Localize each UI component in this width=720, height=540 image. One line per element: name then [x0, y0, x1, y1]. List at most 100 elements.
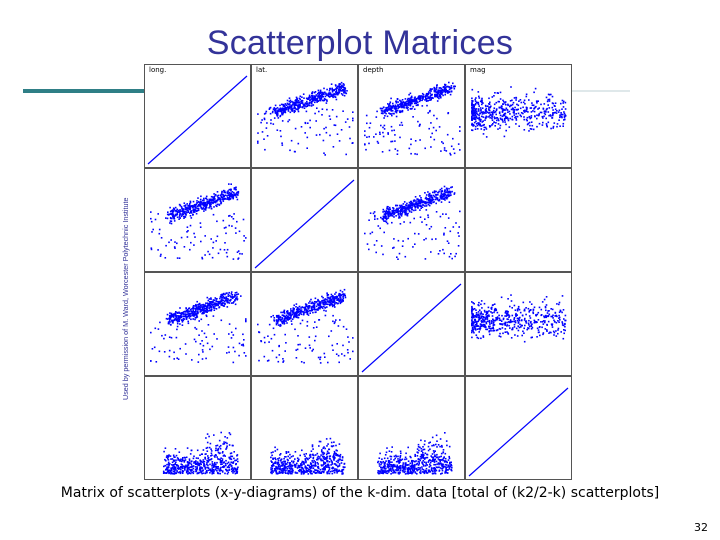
data-point [281, 120, 284, 122]
data-point [205, 314, 208, 317]
data-point [472, 106, 475, 108]
data-point [328, 96, 331, 98]
data-point [279, 459, 282, 462]
data-point [369, 232, 372, 235]
data-point [477, 123, 480, 126]
data-point [373, 136, 375, 138]
data-point [203, 463, 205, 465]
data-point [236, 251, 239, 253]
data-point [280, 111, 283, 113]
data-point [438, 126, 441, 128]
data-point [342, 344, 344, 347]
data-point [335, 85, 337, 87]
data-point [176, 315, 179, 317]
data-point [526, 116, 529, 119]
data-point [502, 121, 504, 123]
data-point [415, 202, 417, 205]
data-point [212, 213, 215, 216]
data-point [532, 104, 535, 107]
data-point [530, 115, 533, 117]
data-point [275, 470, 277, 473]
data-point [215, 447, 217, 450]
data-point [187, 473, 189, 475]
data-point [206, 204, 208, 206]
data-point [337, 302, 339, 305]
data-point [303, 361, 305, 364]
data-point [331, 298, 333, 301]
data-point [414, 232, 416, 235]
data-point [186, 231, 188, 233]
data-point [212, 468, 215, 471]
data-point [170, 472, 172, 475]
data-point [539, 111, 542, 114]
data-point [330, 330, 333, 332]
data-point [321, 307, 324, 309]
data-point [408, 147, 411, 150]
data-point [395, 111, 398, 114]
data-point [289, 99, 292, 102]
data-point [312, 348, 314, 351]
data-point [202, 303, 205, 306]
data-point [397, 211, 399, 214]
data-point [516, 108, 518, 111]
data-point [158, 232, 161, 235]
data-point [311, 460, 313, 462]
data-point [424, 192, 426, 194]
data-point [189, 206, 192, 208]
data-point [335, 353, 338, 355]
data-point [386, 211, 388, 213]
data-point [478, 301, 480, 304]
data-point [177, 459, 179, 461]
data-point [317, 307, 320, 309]
data-point [473, 113, 476, 115]
data-point [390, 125, 393, 128]
data-point [224, 194, 227, 197]
data-point [183, 210, 185, 213]
data-point [474, 98, 476, 101]
data-point [410, 211, 413, 213]
data-point [335, 319, 337, 321]
data-point [201, 208, 204, 210]
data-point [169, 222, 171, 224]
data-point [169, 213, 171, 215]
data-point [232, 334, 235, 336]
data-point [516, 103, 518, 106]
data-point [243, 240, 245, 242]
data-point [207, 324, 210, 326]
data-point [327, 93, 329, 95]
data-point [402, 104, 404, 106]
data-point [338, 292, 340, 295]
data-point [437, 191, 440, 194]
data-point [407, 101, 410, 104]
data-point [425, 224, 428, 226]
data-point [471, 111, 473, 113]
data-point [417, 120, 419, 123]
data-point [175, 315, 177, 318]
data-point [314, 95, 317, 98]
data-point [217, 304, 219, 307]
data-point [472, 325, 474, 327]
data-point [268, 323, 271, 326]
data-point [500, 296, 503, 299]
data-point [230, 331, 233, 334]
data-point [226, 473, 229, 475]
data-point [299, 312, 301, 315]
data-point [198, 305, 200, 308]
data-point [289, 101, 292, 103]
data-point [333, 463, 336, 465]
data-point [223, 249, 226, 251]
data-point [440, 192, 443, 195]
data-point [485, 313, 487, 316]
data-point [191, 308, 193, 310]
data-point [335, 87, 338, 89]
data-point [493, 329, 496, 332]
data-point [397, 107, 399, 110]
data-point [471, 110, 474, 112]
data-point [234, 292, 237, 294]
data-point [215, 308, 218, 310]
data-point [430, 225, 433, 228]
data-point [211, 300, 214, 303]
data-point [228, 469, 231, 471]
data-point [334, 293, 336, 295]
data-point [271, 472, 273, 475]
